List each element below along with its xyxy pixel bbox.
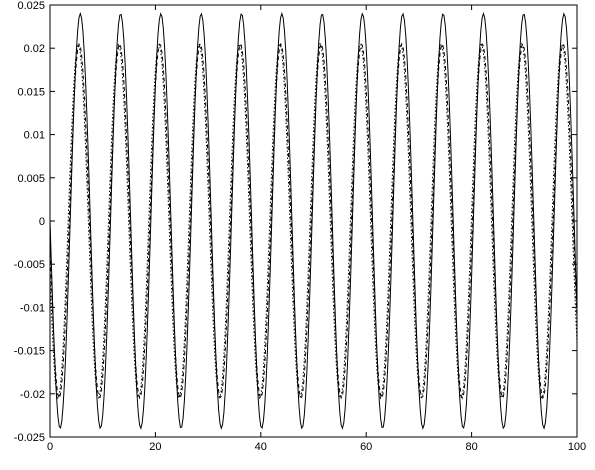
x-tick-label: 80 (465, 441, 477, 453)
x-tick-label: 20 (149, 441, 161, 453)
x-tick-labels: 0 20 40 60 80 100 (47, 441, 586, 453)
x-tick-label: 0 (47, 441, 53, 453)
x-tick-label: 60 (360, 441, 372, 453)
y-tick-label: -0.025 (14, 432, 45, 444)
series-line-dashed (49, 42, 578, 400)
axis-ticks (49, 4, 578, 438)
x-tick-label: 40 (255, 441, 267, 453)
series-line-dotted (49, 42, 578, 400)
y-tick-label: -0.015 (14, 346, 45, 358)
y-tick-label: 0.005 (17, 173, 45, 185)
y-tick-label: -0.005 (14, 259, 45, 271)
series-group (49, 11, 578, 431)
y-tick-labels: 0.025 0.02 0.015 0.01 0.005 0 -0.005 -0.01 -0.01… (14, 0, 45, 444)
y-tick-label: -0.01 (20, 302, 45, 314)
x-tick-label: 100 (568, 441, 586, 453)
y-tick-label: 0.01 (24, 130, 45, 142)
y-tick-label: 0 (39, 216, 45, 228)
y-tick-label: 0.015 (17, 86, 45, 98)
series-line-solid (49, 11, 578, 431)
y-tick-label: -0.02 (20, 389, 45, 401)
y-tick-label: 0.025 (17, 0, 45, 12)
y-tick-label: 0.02 (24, 43, 45, 55)
